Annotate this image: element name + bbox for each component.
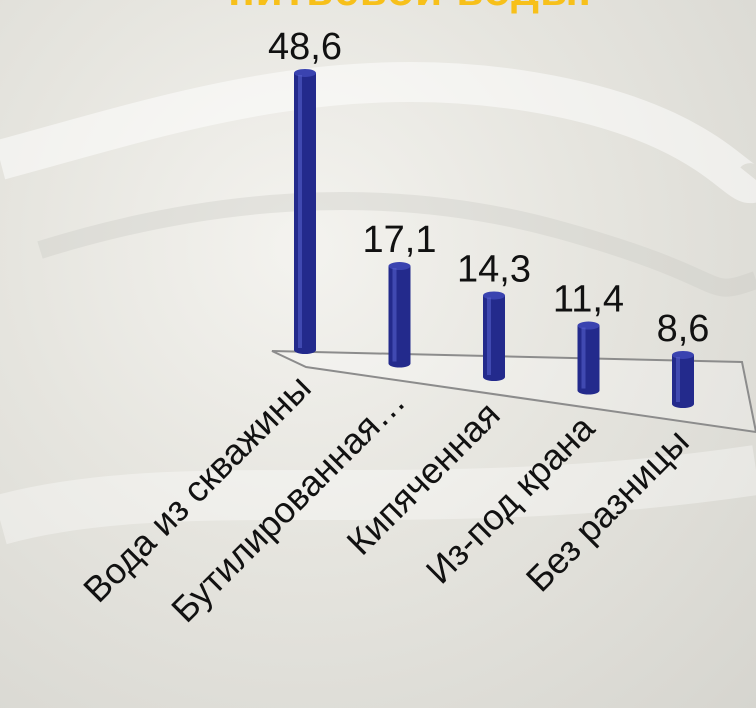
bar-3-base bbox=[483, 373, 505, 381]
value-label-5: 8,6 bbox=[657, 308, 710, 350]
bar-2 bbox=[388, 266, 411, 364]
value-label-4: 11,4 bbox=[553, 279, 624, 321]
bar-1-cap bbox=[294, 68, 316, 77]
bar-1-base bbox=[294, 346, 316, 354]
chart-title-fragment: питьевой воды. bbox=[150, 0, 670, 16]
bar-4 bbox=[577, 325, 600, 391]
bar-3-cap bbox=[483, 291, 505, 300]
bar-2-base bbox=[388, 359, 411, 368]
bar-4-cap bbox=[577, 321, 600, 330]
bar-3-highlight bbox=[487, 297, 491, 375]
bar-2-highlight bbox=[392, 268, 397, 362]
bar-5-cap bbox=[672, 350, 694, 359]
value-label-1: 48,6 bbox=[268, 26, 342, 68]
bar-2-cap bbox=[388, 262, 411, 271]
value-label-2: 17,1 bbox=[363, 219, 437, 261]
bar-5-highlight bbox=[676, 356, 680, 402]
bar-5-base bbox=[672, 400, 694, 408]
value-label-3: 14,3 bbox=[457, 248, 531, 290]
bar-1 bbox=[294, 72, 316, 350]
bar-5 bbox=[672, 354, 694, 404]
bar-4-base bbox=[577, 386, 600, 395]
bar-1-highlight bbox=[298, 74, 302, 348]
bar-3 bbox=[483, 295, 505, 377]
bar-4-highlight bbox=[581, 327, 586, 389]
